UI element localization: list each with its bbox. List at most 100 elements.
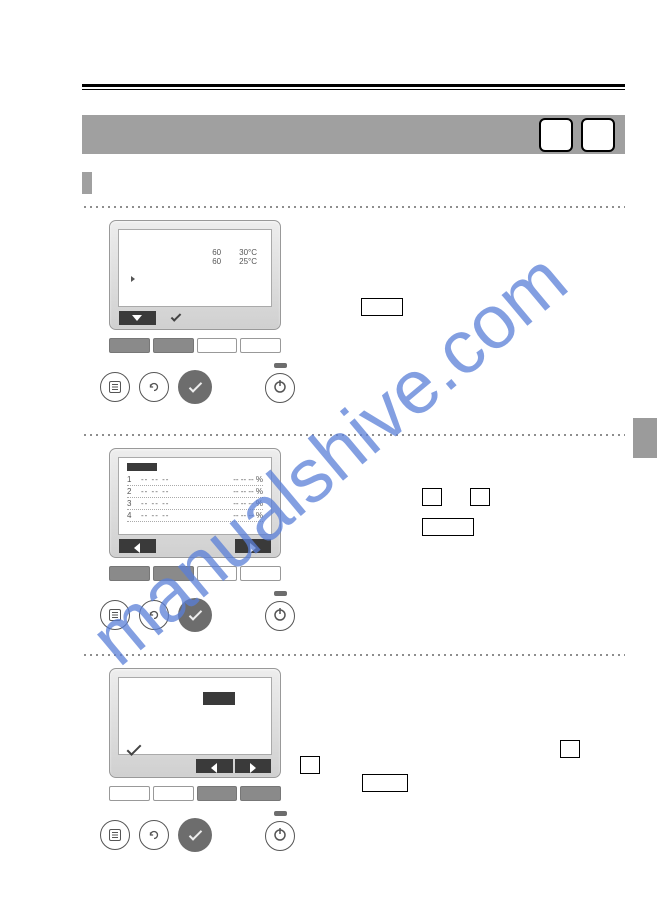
power-icon <box>272 606 288 627</box>
reference-box <box>361 298 403 316</box>
power-icon <box>272 826 288 847</box>
reference-box <box>560 740 580 758</box>
header-rules <box>82 84 625 90</box>
page-side-tab <box>633 418 657 458</box>
power-group <box>265 811 295 851</box>
softkey-blank <box>158 539 195 553</box>
divider <box>82 206 625 208</box>
screen-content: 60 30°C 60 25°C <box>118 229 272 307</box>
row-num: 4 <box>127 511 135 520</box>
softkey-blank <box>158 759 195 773</box>
value: 60 <box>212 248 221 257</box>
function-buttons <box>109 338 281 353</box>
back-icon <box>147 828 161 842</box>
function-buttons <box>109 786 281 801</box>
banner-badge-2 <box>581 118 615 152</box>
fn-button-1[interactable] <box>109 338 150 353</box>
list-header <box>127 463 157 471</box>
row-val: -- -- -- % <box>233 511 263 520</box>
row-val: -- -- -- <box>141 487 227 496</box>
cursor-icon <box>131 276 135 282</box>
menu-button[interactable] <box>100 372 130 402</box>
power-led <box>274 363 287 368</box>
reference-box <box>422 518 474 536</box>
confirm-button[interactable] <box>178 370 212 404</box>
softkey-blank <box>235 311 272 325</box>
fn-button-2[interactable] <box>153 786 194 801</box>
menu-icon <box>109 829 121 841</box>
softkey-left[interactable] <box>196 759 233 773</box>
fn-button-4[interactable] <box>240 566 281 581</box>
back-button[interactable] <box>139 820 169 850</box>
row-val: -- -- -- <box>141 475 227 484</box>
power-icon <box>272 378 288 399</box>
reference-box <box>300 756 320 774</box>
softkey-right[interactable] <box>235 759 272 773</box>
softkey-down[interactable] <box>119 311 156 325</box>
back-button[interactable] <box>139 372 169 402</box>
list-item: 4 -- -- -- -- -- -- % <box>127 510 263 522</box>
reference-box <box>422 488 442 506</box>
fn-button-2[interactable] <box>153 338 194 353</box>
reference-box <box>362 774 408 792</box>
header-block <box>203 692 235 705</box>
row-val: -- -- -- % <box>233 499 263 508</box>
fn-button-3[interactable] <box>197 338 238 353</box>
fn-button-2[interactable] <box>153 566 194 581</box>
row-val: -- -- -- % <box>233 487 263 496</box>
fn-button-4[interactable] <box>240 786 281 801</box>
control-row <box>100 818 212 852</box>
data-row: 60 30°C <box>119 248 271 257</box>
list-item: 1 -- -- -- -- -- -- % <box>127 474 263 486</box>
section-accent <box>82 172 92 194</box>
fn-button-1[interactable] <box>109 786 150 801</box>
fn-button-3[interactable] <box>197 566 238 581</box>
screen-content <box>118 677 272 755</box>
fn-button-3[interactable] <box>197 786 238 801</box>
fn-button-1[interactable] <box>109 566 150 581</box>
power-button[interactable] <box>265 373 295 403</box>
softkey-blank <box>119 759 156 773</box>
step-3 <box>82 668 625 888</box>
control-row <box>100 598 212 632</box>
softkey-left[interactable] <box>119 539 156 553</box>
row-val: -- -- -- % <box>233 475 263 484</box>
softkey-check[interactable] <box>158 311 195 325</box>
menu-icon <box>109 381 121 393</box>
power-led <box>274 811 287 816</box>
softkey-blank <box>196 539 233 553</box>
back-button[interactable] <box>139 600 169 630</box>
confirm-button[interactable] <box>178 818 212 852</box>
power-button[interactable] <box>265 821 295 851</box>
data-row: 60 25°C <box>119 257 271 266</box>
check-icon <box>188 379 201 392</box>
value: 30°C <box>239 248 257 257</box>
row-num: 1 <box>127 475 135 484</box>
row-num: 2 <box>127 487 135 496</box>
step-2: 1 -- -- -- -- -- -- % 2 -- -- -- -- -- -… <box>82 448 625 648</box>
value: 25°C <box>239 257 257 266</box>
confirm-button[interactable] <box>178 598 212 632</box>
row-num: 3 <box>127 499 135 508</box>
divider <box>82 654 625 656</box>
list-item: 3 -- -- -- -- -- -- % <box>127 498 263 510</box>
screen-softkeys <box>118 311 272 325</box>
power-group <box>265 591 295 631</box>
step-1: 60 30°C 60 25°C <box>82 220 625 420</box>
title-banner <box>82 115 625 154</box>
function-buttons <box>109 566 281 581</box>
device-screen-2: 1 -- -- -- -- -- -- % 2 -- -- -- -- -- -… <box>109 448 281 558</box>
menu-button[interactable] <box>100 600 130 630</box>
reference-box <box>470 488 490 506</box>
fn-button-4[interactable] <box>240 338 281 353</box>
power-button[interactable] <box>265 601 295 631</box>
softkey-blank <box>196 311 233 325</box>
check-indicator <box>127 745 141 752</box>
screen-content: 1 -- -- -- -- -- -- % 2 -- -- -- -- -- -… <box>118 457 272 535</box>
list-item: 2 -- -- -- -- -- -- % <box>127 486 263 498</box>
softkey-right[interactable] <box>235 539 272 553</box>
power-group <box>265 363 295 403</box>
menu-button[interactable] <box>100 820 130 850</box>
row-val: -- -- -- <box>141 511 227 520</box>
value: 60 <box>212 257 221 266</box>
